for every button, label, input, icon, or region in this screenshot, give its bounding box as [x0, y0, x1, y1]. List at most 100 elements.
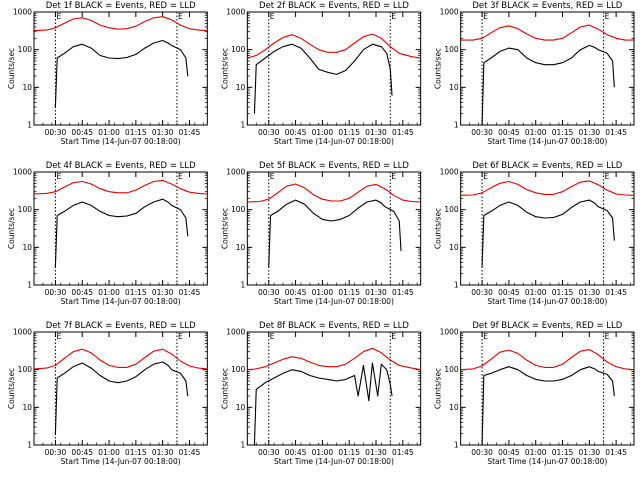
y-axis-label: Counts/sec: [7, 368, 16, 409]
y-tick-label: 1000: [13, 328, 32, 337]
x-tick-label: 01:45: [605, 288, 627, 297]
x-tick-label: 00:30: [471, 128, 493, 137]
marker-start-label: E: [270, 12, 275, 21]
x-tick-label: 01:45: [179, 128, 201, 137]
marker-end-label: E: [178, 172, 183, 181]
y-axis-label: Counts/sec: [220, 208, 229, 249]
x-tick-label: 00:30: [45, 128, 67, 137]
series-lld-line: [33, 348, 208, 370]
panel-title: Det 9f BLACK = Events, RED = LLD: [472, 321, 622, 331]
y-tick-label: 100: [18, 365, 33, 374]
x-tick-label: 00:30: [258, 128, 280, 137]
y-tick-label: 100: [444, 365, 459, 374]
y-tick-label: 100: [18, 45, 33, 54]
panel-det-2f: Det 2f BLACK = Events, RED = LLD 1 10 100 10…: [220, 1, 422, 146]
y-tick-label: 10: [449, 83, 459, 92]
series-events-line: [268, 199, 402, 268]
y-axis-label: Counts/sec: [220, 368, 229, 409]
y-tick-label: 1000: [226, 328, 245, 337]
x-tick-label: 01:30: [579, 128, 601, 137]
y-tick-label: 1: [241, 121, 246, 130]
panel-title: Det 5f BLACK = Events, RED = LLD: [259, 161, 409, 171]
series-events-line: [481, 44, 615, 126]
x-axis-label: Start Time (14-Jun-07 00:18:00): [274, 457, 394, 466]
panel-title: Det 3f BLACK = Events, RED = LLD: [472, 1, 622, 11]
x-tick-label: 01:45: [392, 448, 414, 457]
panel-title: Det 1f BLACK = Events, RED = LLD: [46, 1, 196, 11]
y-axis-label: Counts/sec: [434, 208, 443, 249]
x-tick-label: 01:15: [125, 128, 147, 137]
marker-start-label: E: [56, 172, 61, 181]
x-tick-label: 00:45: [498, 448, 520, 457]
marker-end-label: E: [178, 12, 183, 21]
x-tick-label: 01:00: [525, 448, 547, 457]
x-tick-label: 00:45: [498, 288, 520, 297]
x-tick-label: 00:30: [471, 448, 493, 457]
y-tick-label: 100: [231, 45, 246, 54]
y-tick-label: 1000: [440, 168, 459, 177]
y-axis-label: Counts/sec: [7, 208, 16, 249]
y-tick-label: 100: [231, 365, 246, 374]
x-tick-label: 01:45: [179, 448, 201, 457]
panel-det-8f: Det 8f BLACK = Events, RED = LLD 1 10 100 10…: [220, 321, 422, 466]
x-tick-label: 01:15: [338, 448, 360, 457]
panel-det-6f: Det 6f BLACK = Events, RED = LLD 1 10 100 10…: [434, 161, 635, 306]
x-axis-label: Start Time (14-Jun-07 00:18:00): [61, 457, 181, 466]
series-lld-line: [33, 16, 208, 32]
x-tick-label: 01:45: [179, 288, 201, 297]
x-tick-label: 01:15: [125, 448, 147, 457]
series-events-line: [54, 198, 189, 268]
series-events-line: [253, 362, 393, 446]
plot-frame: [460, 11, 635, 126]
marker-start-label: E: [483, 12, 488, 21]
x-tick-label: 01:30: [152, 288, 174, 297]
x-tick-label: 00:45: [285, 128, 307, 137]
x-tick-label: 01:00: [525, 288, 547, 297]
marker-end-label: E: [178, 332, 183, 341]
x-tick-label: 01:30: [365, 448, 387, 457]
marker-end-label: E: [605, 12, 610, 21]
marker-start-label: E: [56, 332, 61, 341]
x-tick-label: 01:30: [152, 448, 174, 457]
marker-end-label: E: [391, 172, 396, 181]
panel-title: Det 7f BLACK = Events, RED = LLD: [46, 321, 196, 331]
y-tick-label: 1000: [13, 168, 32, 177]
x-tick-label: 00:30: [258, 448, 280, 457]
marker-start-label: E: [483, 172, 488, 181]
x-tick-label: 00:30: [258, 288, 280, 297]
plot-frame: [246, 331, 422, 446]
series-lld-line: [247, 183, 421, 203]
y-tick-label: 1: [27, 441, 32, 450]
panel-det-9f: Det 9f BLACK = Events, RED = LLD 1 10 100 10…: [434, 321, 635, 466]
y-tick-label: 1: [27, 281, 32, 290]
marker-start-label: E: [483, 332, 488, 341]
x-tick-label: 01:00: [312, 448, 334, 457]
panel-title: Det 2f BLACK = Events, RED = LLD: [259, 1, 409, 11]
y-tick-label: 1000: [226, 168, 245, 177]
panel-title: Det 4f BLACK = Events, RED = LLD: [46, 161, 196, 171]
x-tick-label: 01:00: [98, 128, 120, 137]
x-axis-label: Start Time (14-Jun-07 00:18:00): [487, 457, 607, 466]
panel-title: Det 8f BLACK = Events, RED = LLD: [259, 321, 409, 331]
panel-det-1f: Det 1f BLACK = Events, RED = LLD 1 10 100 10…: [7, 1, 208, 146]
x-tick-label: 01:15: [338, 128, 360, 137]
x-axis-label: Start Time (14-Jun-07 00:18:00): [274, 137, 394, 146]
y-tick-label: 10: [236, 403, 246, 412]
y-tick-label: 100: [444, 45, 459, 54]
x-tick-label: 00:45: [71, 448, 93, 457]
plot-frame: [33, 331, 208, 446]
y-tick-label: 10: [449, 243, 459, 252]
marker-end-label: E: [605, 172, 610, 181]
marker-start-label: E: [270, 332, 275, 341]
y-tick-label: 1000: [13, 8, 32, 17]
y-tick-label: 1: [27, 121, 32, 130]
panel-title: Det 6f BLACK = Events, RED = LLD: [472, 161, 622, 171]
series-lld-line: [247, 33, 421, 59]
x-tick-label: 00:45: [71, 128, 93, 137]
x-tick-label: 01:00: [525, 128, 547, 137]
x-tick-label: 00:45: [285, 288, 307, 297]
y-tick-label: 100: [444, 205, 459, 214]
y-axis-label: Counts/sec: [7, 48, 16, 89]
y-axis-label: Counts/sec: [434, 48, 443, 89]
x-axis-label: Start Time (14-Jun-07 00:18:00): [274, 297, 394, 306]
